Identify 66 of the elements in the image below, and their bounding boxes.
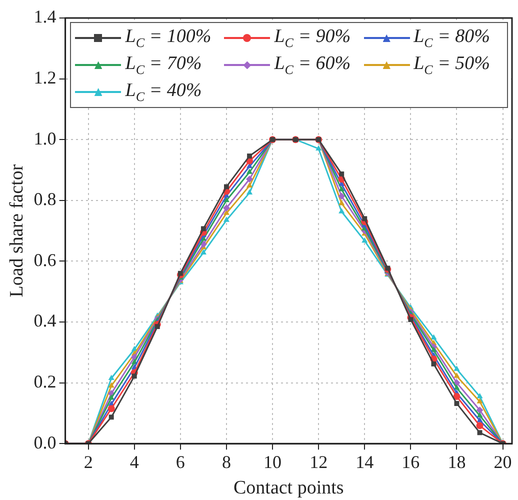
- x-tick-label: 4: [130, 452, 139, 472]
- y-tick-label: 1.0: [34, 128, 56, 148]
- point: [222, 204, 230, 212]
- point: [477, 430, 482, 436]
- point: [338, 192, 346, 200]
- point: [476, 406, 484, 414]
- x-tick-label: 18: [448, 452, 466, 472]
- point: [178, 270, 183, 276]
- legend-label: L$_{C}$ = 50%: [414, 52, 490, 77]
- point: [430, 334, 437, 340]
- point: [247, 154, 252, 158]
- x-tick-label: 14: [356, 452, 374, 472]
- legend-label: L$_{C}$ = 60%: [274, 52, 351, 77]
- y-axis-title: Load share factor: [6, 164, 28, 298]
- x-tick-label: 8: [222, 452, 231, 472]
- point: [108, 374, 114, 380]
- x-axis-title: Contact points: [233, 478, 344, 499]
- point: [246, 189, 253, 195]
- point: [339, 171, 344, 176]
- point: [338, 200, 345, 206]
- legend-label: L$_{C}$ = 40%: [125, 80, 202, 104]
- point: [453, 392, 460, 400]
- point: [246, 176, 254, 183]
- y-tick-label: 1.4: [34, 6, 56, 27]
- point: [246, 168, 253, 174]
- point: [108, 394, 114, 400]
- point: [476, 398, 483, 404]
- point: [224, 184, 229, 190]
- y-tick-label: 0.8: [34, 189, 56, 210]
- point: [316, 145, 322, 150]
- point: [200, 249, 206, 254]
- x-tick-label: 12: [310, 452, 328, 472]
- x-tick-label: 6: [176, 452, 185, 472]
- point: [476, 412, 483, 418]
- point: [223, 210, 230, 215]
- y-tick-label: 0.6: [34, 250, 56, 270]
- point: [108, 405, 115, 412]
- y-tick-label: 0.4: [34, 310, 56, 331]
- point: [362, 216, 368, 222]
- y-tick-label: 0.2: [34, 372, 56, 392]
- y-tick-label: 0.0: [34, 432, 56, 452]
- point: [108, 382, 114, 388]
- point: [200, 226, 206, 232]
- point: [338, 186, 345, 192]
- x-tick-label: 20: [494, 452, 512, 472]
- x-tick-label: 16: [402, 452, 420, 472]
- point: [338, 208, 345, 214]
- point: [431, 361, 436, 366]
- point: [108, 414, 114, 420]
- point: [454, 372, 460, 378]
- legend-label: L$_{C}$ = 90%: [274, 26, 351, 50]
- legend-label: L$_{C}$ = 100%: [125, 26, 212, 50]
- legend-label: L$_{C}$ = 80%: [414, 26, 490, 50]
- point: [154, 324, 160, 330]
- legend-label: L$_{C}$ = 70%: [125, 52, 202, 77]
- y-tick-label: 1.2: [34, 68, 56, 88]
- x-tick-label: 2: [84, 452, 93, 472]
- point: [476, 422, 484, 430]
- point: [454, 366, 460, 371]
- point: [454, 400, 460, 406]
- point: [408, 317, 414, 322]
- x-tick-label: 10: [264, 452, 282, 472]
- point: [362, 237, 368, 243]
- point: [246, 182, 253, 188]
- point: [132, 374, 137, 379]
- point: [223, 216, 230, 222]
